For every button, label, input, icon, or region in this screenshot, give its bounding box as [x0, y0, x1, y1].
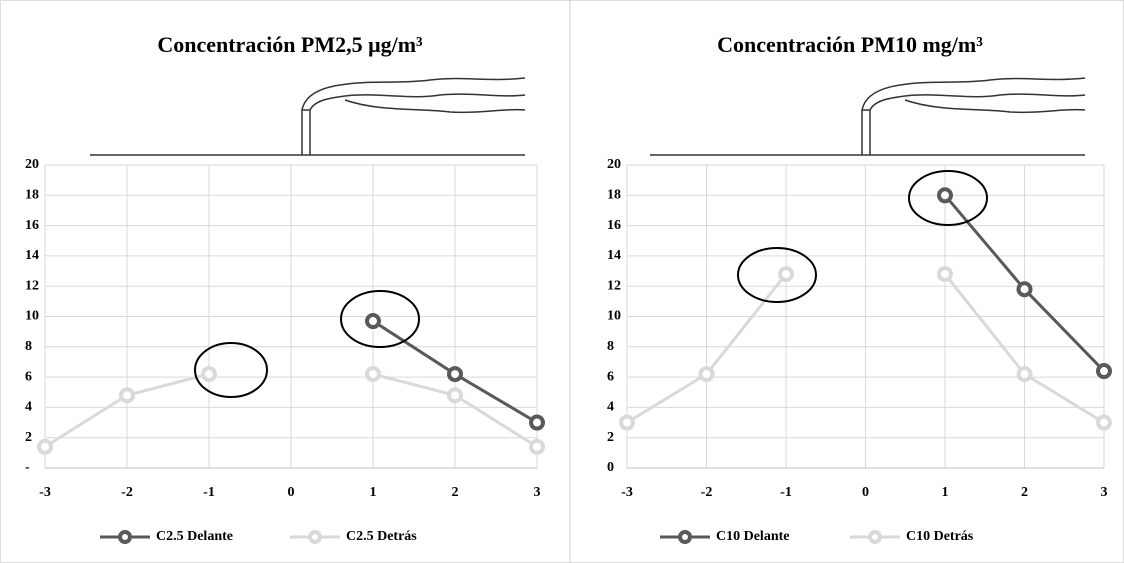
chart-title: Concentración PM2,5 μg/m³: [157, 32, 423, 57]
y-tick-label: 14: [25, 248, 39, 263]
y-tick-label: 10: [25, 309, 39, 324]
x-tick-label: 0: [862, 485, 869, 500]
x-tick-label: 2: [1021, 485, 1028, 500]
y-tick-label: 0: [607, 460, 614, 475]
x-tick-label: -3: [39, 485, 51, 500]
x-tick-label: 1: [942, 485, 949, 500]
legend-label: C10 Delante: [716, 529, 790, 544]
point: [529, 414, 545, 431]
x-tick-label: -2: [121, 485, 133, 500]
legend-label: C10 Detrás: [906, 529, 974, 544]
x-tick-label: -3: [621, 485, 633, 500]
y-tick-label: 2: [607, 430, 614, 445]
point: [619, 414, 635, 431]
y-tick-label: 18: [25, 188, 39, 203]
point: [119, 387, 135, 404]
y-tick-label: 4: [607, 400, 614, 415]
y-tick-label: 6: [607, 369, 614, 384]
legend-label: C2.5 Delante: [156, 529, 233, 544]
point: [1096, 414, 1112, 431]
legend-marker: [118, 530, 132, 544]
x-tick-label: 1: [370, 485, 377, 500]
x-tick-label: -2: [701, 485, 713, 500]
y-tick-label: 10: [607, 309, 621, 324]
point: [447, 366, 463, 383]
legend-label: C2.5 Detrás: [346, 529, 417, 544]
y-tick-label: 14: [607, 248, 621, 263]
y-tick-label: 16: [607, 218, 621, 233]
x-tick-label: 3: [534, 485, 541, 500]
point: [529, 438, 545, 455]
x-tick-label: 3: [1101, 485, 1108, 500]
x-tick-label: -1: [780, 485, 792, 500]
x-tick-label: 2: [452, 485, 459, 500]
point: [1016, 281, 1033, 298]
point: [937, 266, 953, 283]
y-tick-label: 8: [25, 339, 32, 354]
y-tick-label: 4: [25, 400, 32, 415]
point: [1016, 366, 1033, 383]
x-tick-label: -1: [203, 485, 215, 500]
highlight-ellipses: [194, 170, 988, 398]
chimney-drawing: [90, 77, 1086, 156]
y-tick-label: 16: [25, 218, 39, 233]
y-tick-label: 12: [607, 278, 621, 293]
y-tick-label: 2: [25, 430, 32, 445]
point: [778, 266, 794, 283]
legend-marker: [678, 530, 692, 544]
point: [937, 187, 953, 204]
y-tick-label: 8: [607, 339, 614, 354]
point: [201, 366, 217, 383]
y-tick-label: -: [25, 460, 30, 475]
y-tick-label: 12: [25, 278, 39, 293]
point: [698, 366, 715, 383]
y-tick-label: 20: [607, 157, 621, 172]
point: [1096, 363, 1112, 380]
point: [365, 366, 381, 383]
chart-title: Concentración PM10 mg/m³: [717, 32, 983, 57]
x-tick-label: 0: [288, 485, 295, 500]
y-tick-label: 6: [25, 369, 32, 384]
y-tick-label: 18: [607, 188, 621, 203]
point: [447, 387, 463, 404]
point: [365, 313, 381, 330]
point: [37, 438, 53, 455]
legend-marker: [868, 530, 882, 544]
legend-marker: [308, 530, 322, 544]
y-tick-label: 20: [25, 157, 39, 172]
